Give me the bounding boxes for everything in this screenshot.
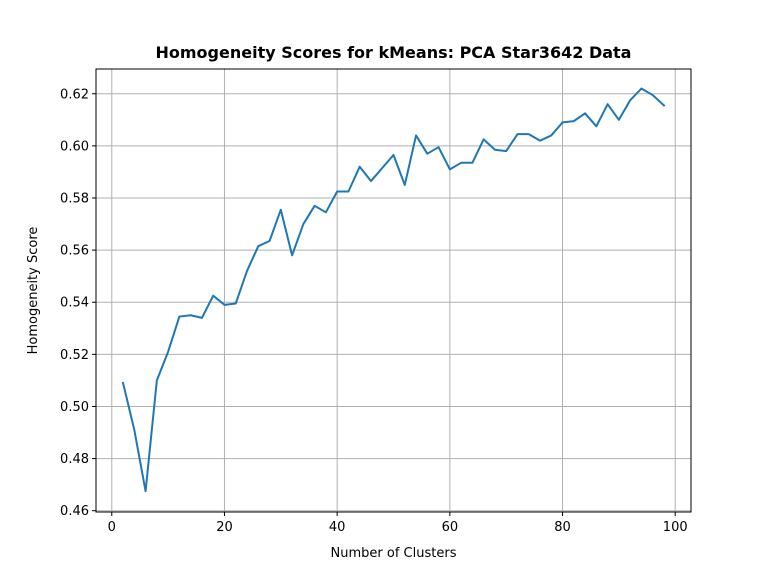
data-point — [663, 104, 665, 106]
data-point — [516, 133, 518, 135]
data-point — [280, 209, 282, 211]
data-point — [235, 303, 237, 305]
data-point — [201, 317, 203, 319]
plot-frame — [95, 68, 692, 513]
grid — [96, 69, 691, 512]
data-point — [269, 240, 271, 242]
data-point — [336, 190, 338, 192]
data-point — [257, 245, 259, 247]
x-tick-label: 40 — [329, 520, 346, 535]
y-tick-label: 0.62 — [60, 87, 89, 102]
data-point — [505, 150, 507, 152]
data-point — [246, 270, 248, 272]
x-tick-label: 60 — [442, 520, 459, 535]
data-point — [212, 295, 214, 297]
y-tick-label: 0.54 — [60, 296, 89, 311]
data-point — [291, 254, 293, 256]
data-point — [618, 119, 620, 121]
data-point — [629, 99, 631, 101]
x-tick-label: 20 — [216, 520, 233, 535]
data-point — [539, 140, 541, 142]
data-point — [460, 162, 462, 164]
x-axis-label: Number of Clusters — [331, 546, 457, 561]
data-point — [550, 134, 552, 136]
x-tick-label: 100 — [663, 520, 688, 535]
series-line — [121, 87, 666, 493]
y-axis: 0.46 0.48 0.50 0.52 0.54 0.56 0.58 0.60 0.62 — [60, 87, 96, 519]
data-point — [370, 180, 372, 182]
data-point — [167, 351, 169, 353]
y-tick-label: 0.52 — [60, 348, 89, 363]
x-axis: 0 20 40 60 80 100 — [108, 512, 688, 535]
data-point — [133, 429, 135, 431]
data-point — [359, 166, 361, 168]
data-point — [449, 168, 451, 170]
data-point — [325, 211, 327, 213]
data-point — [595, 125, 597, 127]
data-point — [122, 382, 124, 384]
data-point — [178, 316, 180, 318]
data-point — [223, 304, 225, 306]
data-point — [471, 162, 473, 164]
data-point — [347, 190, 349, 192]
y-tick-label: 0.60 — [60, 139, 89, 154]
y-tick-label: 0.56 — [60, 244, 89, 259]
data-point — [156, 379, 158, 381]
data-point — [393, 154, 395, 156]
data-point — [314, 205, 316, 207]
y-tick-label: 0.50 — [60, 400, 89, 415]
chart-title: Homogeneity Scores for kMeans: PCA Star3… — [156, 43, 632, 62]
data-point — [381, 167, 383, 169]
data-point — [607, 103, 609, 105]
data-point — [483, 138, 485, 140]
data-point — [404, 184, 406, 186]
data-point — [438, 146, 440, 148]
series-layer — [121, 87, 666, 493]
data-point — [652, 94, 654, 96]
data-point — [190, 314, 192, 316]
data-point — [573, 120, 575, 122]
data-point — [584, 112, 586, 114]
y-tick-label: 0.46 — [60, 504, 89, 519]
data-point — [640, 88, 642, 90]
data-point — [528, 133, 530, 135]
x-tick-label: 80 — [554, 520, 571, 535]
data-point — [145, 490, 147, 492]
data-point — [415, 134, 417, 136]
data-point — [426, 153, 428, 155]
y-tick-label: 0.48 — [60, 452, 89, 467]
y-tick-label: 0.58 — [60, 191, 89, 206]
data-point — [562, 121, 564, 123]
data-point — [494, 149, 496, 151]
data-point — [302, 223, 304, 225]
x-tick-label: 0 — [108, 520, 116, 535]
y-axis-label: Homogeneity Score — [26, 227, 41, 355]
